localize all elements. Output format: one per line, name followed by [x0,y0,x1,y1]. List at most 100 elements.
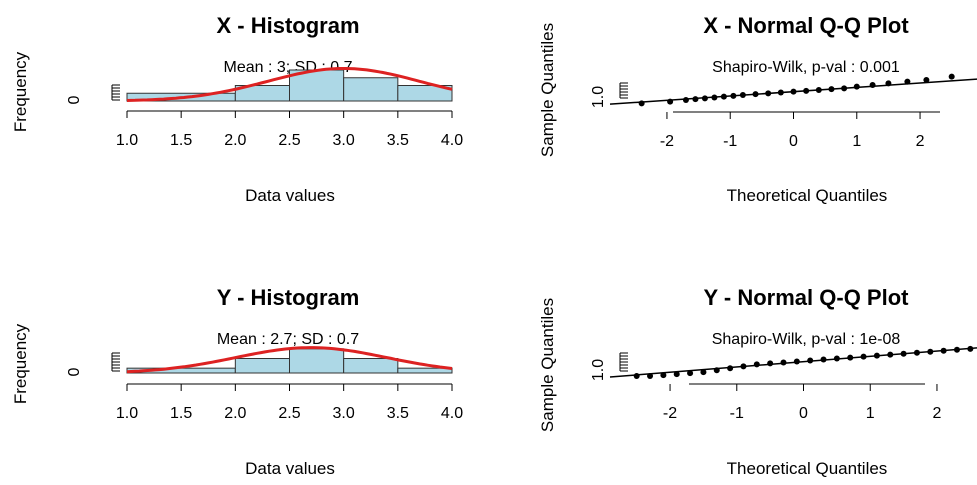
y-qq-x-ticks: -2 -1 0 1 2 [663,384,942,422]
y-qq-y-axis-label: Sample Quantiles [538,298,557,432]
x-tick-label: -2 [660,133,674,150]
qq-point [713,367,720,374]
qq-point [633,373,640,380]
qq-point [807,357,814,364]
qq-point [753,361,760,368]
qq-point [913,349,920,356]
qq-point [860,353,867,360]
qq-point [904,78,911,85]
qq-point [815,87,822,93]
qq-point [682,97,689,103]
x-tick-label: 1 [852,133,861,150]
qq-point [739,92,746,98]
qq-point [780,359,787,366]
x-qq-x-ticks: -2 -1 0 1 2 [660,112,925,150]
qq-point [701,95,708,102]
qq-point [948,73,955,80]
qq-point [833,355,840,362]
qq-point [660,372,667,379]
y-histogram-x-axis-label: Data values [245,459,335,478]
x-histogram-density-curve [126,67,453,102]
x-tick-label: 2 [933,405,942,422]
y-qq-y-ticks [619,352,628,372]
x-tick-label: 0 [799,405,808,422]
qq-point [885,80,892,87]
qq-point [923,77,930,83]
x-histogram-x-axis-label: Data values [245,186,335,205]
histogram-bar [234,358,290,374]
x-tick-label: 2 [916,133,925,150]
x-tick-label: 4.0 [441,405,463,422]
x-qq-y-tick-label: 1.0 [590,86,607,108]
qq-point [869,82,876,88]
y-histogram-subtitle: Mean : 2.7; SD : 0.7 [217,331,359,348]
y-histogram-title: Y - Histogram [217,285,360,310]
x-tick-label: 3.5 [387,405,409,422]
qq-point [873,352,880,359]
x-tick-label: -1 [723,133,737,150]
qq-point [700,369,707,376]
x-qq-plot-title: X - Normal Q-Q Plot [703,13,909,38]
x-tick-label: 1.0 [116,132,138,149]
qq-point [673,371,680,378]
x-tick-label: 0 [789,133,798,150]
x-tick-label: 1 [866,405,875,422]
y-histogram-y-ticks [111,352,120,372]
y-histogram-bars [126,348,453,374]
x-histogram-y-tick-label: 0 [66,95,83,104]
y-histogram-density-curve [126,346,453,374]
x-tick-label: 3.5 [387,132,409,149]
histogram-bar [397,85,453,102]
qq-point [638,100,645,107]
qq-point [730,92,737,99]
qq-point [727,365,734,372]
x-tick-label: 2.5 [278,405,300,422]
y-qq-plot-panel: Y - Normal Q-Q Plot Shapiro-Wilk, p-val … [538,285,977,478]
x-qq-x-axis-label: Theoretical Quantiles [727,186,888,205]
x-tick-label: 3.0 [333,132,355,149]
qq-point [820,356,827,363]
qq-point [711,94,718,101]
x-histogram-x-ticks: 1.0 1.5 2.0 2.5 3.0 3.5 4.0 [116,111,463,149]
y-histogram-panel: Y - Histogram Mean : 2.7; SD : 0.7 0 Fre… [11,285,463,478]
x-qq-y-axis-label: Sample Quantiles [538,23,557,157]
x-tick-label: 1.5 [170,405,192,422]
qq-point [793,358,800,365]
qq-point [752,91,759,98]
qq-point [767,360,774,367]
qq-point [687,370,694,377]
x-qq-y-ticks [619,82,628,99]
qq-point [740,363,747,370]
qq-point [841,85,848,92]
histogram-bar [343,358,399,374]
qq-point [777,89,784,96]
qq-point [647,373,654,380]
qq-point [847,354,854,361]
x-tick-label: -2 [663,405,677,422]
x-qq-plot-subtitle: Shapiro-Wilk, p-val : 0.001 [712,59,900,76]
y-qq-y-tick-label: 1.0 [590,359,607,381]
qq-point [720,93,727,100]
qq-point [940,347,947,354]
histogram-bar [289,348,345,374]
y-qq-plot-title: Y - Normal Q-Q Plot [704,285,910,310]
qq-point [887,351,894,358]
x-tick-label: 1.5 [170,132,192,149]
x-tick-label: -1 [730,405,744,422]
y-qq-points [633,345,974,380]
x-histogram-y-axis-label: Frequency [11,51,30,132]
y-histogram-y-axis-label: Frequency [11,323,30,404]
qq-point [900,350,907,357]
x-tick-label: 3.0 [333,405,355,422]
x-tick-label: 2.5 [278,132,300,149]
x-tick-label: 4.0 [441,132,463,149]
y-qq-x-axis-label: Theoretical Quantiles [727,459,888,478]
qq-point [790,88,797,95]
qq-point [853,83,860,90]
qq-point [828,86,835,93]
qq-point [803,87,810,94]
x-qq-points [638,73,955,107]
y-histogram-y-tick-label: 0 [66,367,83,376]
x-histogram-y-ticks [111,84,120,101]
